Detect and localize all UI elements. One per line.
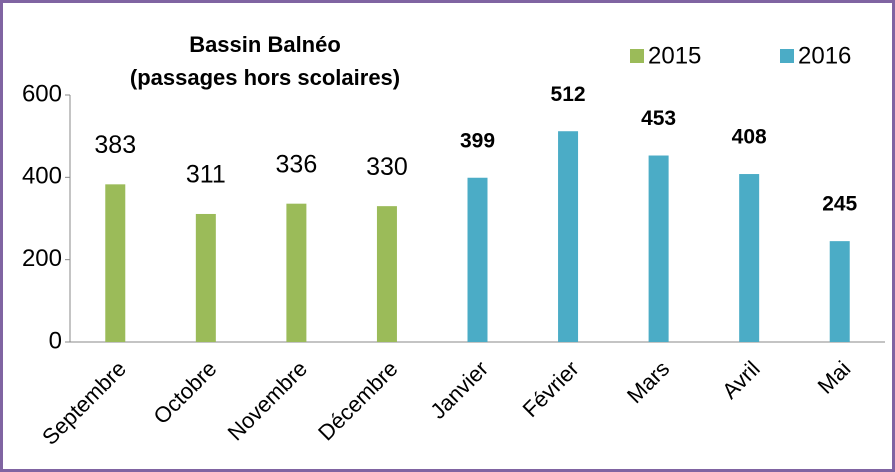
value-label: 512 xyxy=(551,83,586,106)
y-tick-label: 400 xyxy=(22,163,62,190)
bar xyxy=(195,213,216,342)
value-label: 336 xyxy=(276,150,318,178)
legend-label: 2016 xyxy=(798,42,851,69)
value-label: 399 xyxy=(460,129,495,152)
bar xyxy=(829,241,850,342)
value-label: 453 xyxy=(641,107,676,130)
bar xyxy=(558,131,579,342)
bar xyxy=(376,206,397,342)
chart-subtitle: (passages hors scolaires) xyxy=(130,65,400,90)
y-tick-label: 0 xyxy=(49,327,62,354)
y-tick-label: 200 xyxy=(22,245,62,272)
bar xyxy=(286,203,307,342)
legend-label: 2015 xyxy=(648,42,701,69)
y-tick-label: 600 xyxy=(22,80,62,107)
bar xyxy=(105,184,126,342)
chart-title: Bassin Balnéo xyxy=(189,32,341,57)
value-label: 245 xyxy=(822,193,857,216)
bar xyxy=(467,177,488,342)
bar xyxy=(739,174,760,342)
legend-swatch xyxy=(780,49,794,63)
bar xyxy=(648,155,669,342)
value-label: 330 xyxy=(366,153,408,181)
value-label: 408 xyxy=(732,126,767,149)
value-label: 311 xyxy=(186,161,226,189)
value-label: 383 xyxy=(94,131,136,159)
legend-swatch xyxy=(630,49,644,63)
